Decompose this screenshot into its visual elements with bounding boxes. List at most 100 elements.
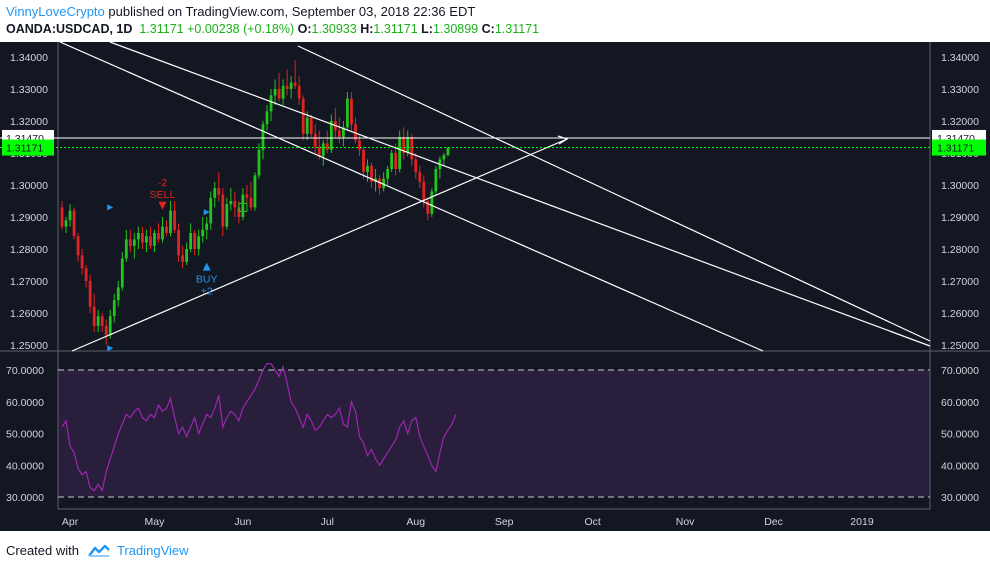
tradingview-link[interactable]: TradingView — [116, 543, 189, 558]
candle-body — [237, 207, 241, 217]
candle-body — [60, 207, 64, 227]
candle-body — [370, 165, 373, 182]
candle-body — [382, 178, 385, 189]
candle-body — [301, 98, 305, 134]
candle-body — [116, 287, 120, 301]
axes-layer: 1.34000 1.34000 1.33000 1.33000 1.32000 1.320… — [2, 52, 986, 528]
last-price: 1.31171 — [139, 22, 184, 36]
candle-body — [112, 300, 116, 317]
projection-arrowhead-icon — [557, 135, 569, 145]
candle-body — [430, 191, 434, 214]
rsi-layer — [61, 363, 457, 493]
candle-body — [249, 197, 253, 208]
candle-body — [120, 258, 124, 288]
candle-body — [414, 159, 418, 173]
sell-label: SELL — [150, 189, 176, 201]
sell-arrow-icon — [158, 201, 167, 210]
high-value: 1.31171 — [373, 22, 418, 36]
time-tick-label: Jun — [234, 516, 251, 528]
candle-body — [132, 239, 136, 246]
price-tick-right: 1.30000 — [941, 180, 979, 192]
price-tick-left: 1.33000 — [10, 84, 48, 96]
candle-body — [317, 146, 321, 157]
candle-body — [406, 137, 410, 153]
close-value: 1.31171 — [494, 22, 540, 36]
candle-body — [68, 210, 72, 221]
price-tick-left: 1.29000 — [10, 212, 48, 224]
candle-body — [434, 169, 438, 192]
buy-count: +2 — [201, 286, 213, 298]
candle-body — [197, 236, 201, 249]
candle-body — [153, 233, 156, 246]
candle-body — [390, 153, 394, 169]
candle-body — [136, 233, 140, 240]
price-tick-left: 1.34000 — [10, 52, 48, 64]
candle-body — [96, 316, 100, 326]
candle-body — [269, 95, 273, 112]
last-price-tag-right — [932, 139, 986, 156]
price-tick-left: 1.32000 — [10, 116, 48, 128]
chart-canvas[interactable]: 1.34000 1.34000 1.33000 1.33000 1.32000 1.320… — [0, 42, 990, 531]
candle-body — [253, 175, 257, 208]
publish-info: VinnyLoveCrypto published on TradingView… — [6, 4, 475, 19]
candle-body — [265, 111, 269, 125]
last-price-tag-left — [2, 139, 54, 156]
sell-count: -2 — [158, 177, 167, 189]
candle-body — [325, 143, 329, 150]
candle-body — [205, 223, 209, 230]
symbol-label: OANDA:USDCAD, 1D — [6, 22, 133, 36]
price-tick-left: 1.28000 — [10, 244, 48, 256]
candle-body — [261, 124, 265, 150]
candle-body — [157, 233, 160, 240]
price-tick-left: 1.27000 — [10, 276, 48, 288]
candle-body — [88, 281, 92, 307]
signal-marker-icon — [203, 209, 210, 216]
candle-body — [309, 117, 313, 134]
candle-body — [418, 172, 422, 182]
candle-body — [350, 98, 353, 125]
rsi-tick-left: 70.0000 — [6, 365, 44, 377]
candle-body — [394, 153, 398, 169]
candle-body — [141, 233, 144, 243]
candle-body — [225, 204, 229, 227]
candle-body — [426, 201, 430, 214]
rsi-tick-right: 40.0000 — [941, 460, 979, 472]
candle-body — [173, 210, 176, 230]
low-label: L: — [421, 22, 433, 36]
tradingview-logo-icon[interactable] — [87, 544, 111, 558]
candle-body — [281, 85, 285, 99]
rsi-tick-left: 40.0000 — [6, 460, 44, 472]
last-price-tag-left-text: 1.31171 — [6, 143, 43, 155]
rsi-tick-left: 30.0000 — [6, 492, 44, 504]
candle-body — [362, 149, 365, 173]
price-tick-right: 1.27000 — [941, 276, 979, 288]
signal-marker-icon — [107, 345, 114, 352]
author-link[interactable]: VinnyLoveCrypto — [6, 4, 105, 19]
publish-text: published on TradingView.com, September … — [108, 4, 476, 19]
trendline — [71, 138, 568, 352]
candle-body — [329, 121, 333, 150]
candle-body — [354, 124, 357, 141]
candle-body — [72, 210, 76, 237]
candle-body — [100, 316, 104, 326]
time-tick-label: Dec — [764, 516, 783, 528]
candle-body — [241, 194, 245, 217]
candle-body — [169, 210, 172, 233]
candle-body — [378, 178, 381, 189]
price-tick-right: 1.25000 — [941, 340, 979, 352]
signal-marker-icon — [107, 204, 114, 211]
last-price-tag-right-text: 1.31171 — [937, 143, 974, 155]
highlight-box — [238, 202, 248, 212]
open-label: O: — [297, 22, 312, 36]
candle-body — [177, 229, 180, 256]
candle-body — [221, 194, 225, 227]
symbol-info: OANDA:USDCAD, 1D 1.31171 +0.00238 (+0.18… — [6, 22, 539, 36]
candle-body — [321, 143, 325, 157]
price-tick-right: 1.34000 — [941, 52, 979, 64]
price-tick-right: 1.26000 — [941, 308, 979, 320]
price-tick-left: 1.26000 — [10, 308, 48, 320]
candle-body — [358, 140, 361, 150]
rsi-tick-right: 50.0000 — [941, 429, 979, 441]
candle-body — [313, 133, 317, 147]
